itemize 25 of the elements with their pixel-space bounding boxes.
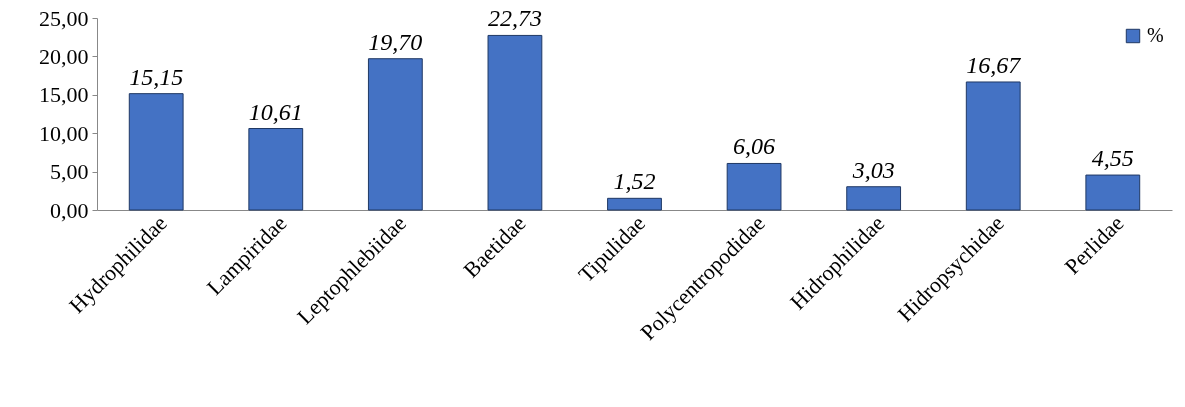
bar bbox=[367, 58, 423, 211]
data-label: 22,73 bbox=[487, 5, 542, 32]
data-label: 10,61 bbox=[248, 98, 303, 125]
data-label: 1,52 bbox=[613, 168, 656, 195]
bar bbox=[128, 93, 184, 211]
data-label: 4,55 bbox=[1091, 145, 1134, 172]
legend-label: % bbox=[1147, 24, 1164, 46]
y-tick-label: 20,00 bbox=[39, 43, 89, 69]
y-tick-label: 5,00 bbox=[50, 159, 89, 185]
data-label: 6,06 bbox=[733, 133, 776, 160]
bar bbox=[726, 162, 782, 211]
bar bbox=[607, 197, 662, 211]
bar bbox=[487, 34, 543, 211]
y-tick-label: 15,00 bbox=[39, 82, 89, 108]
data-label: 19,70 bbox=[368, 28, 423, 55]
data-label: 15,15 bbox=[129, 63, 184, 90]
y-tick-label: 10,00 bbox=[39, 120, 89, 146]
bar bbox=[965, 81, 1021, 211]
data-label: 3,03 bbox=[851, 156, 895, 183]
bar bbox=[1085, 174, 1141, 211]
bar bbox=[846, 186, 902, 211]
bar bbox=[248, 128, 304, 211]
y-tick-label: 25,00 bbox=[39, 5, 89, 31]
data-label: 16,67 bbox=[966, 51, 1022, 78]
y-tick-label: 0,00 bbox=[50, 197, 89, 223]
